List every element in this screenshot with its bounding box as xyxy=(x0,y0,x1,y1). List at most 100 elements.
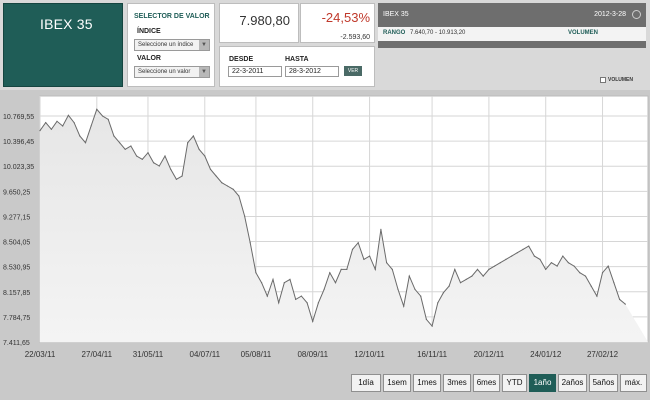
data-point xyxy=(425,318,427,320)
date-range-panel: DESDE HASTA 22-3-2011 28-3-2012 VER xyxy=(219,46,375,87)
y-tick-label: 8.530,95 xyxy=(3,265,30,272)
price-chart[interactable]: 10.769,55 10.396,45 10.023,35 9.650,25 9.277… xyxy=(0,90,650,400)
data-point xyxy=(90,125,92,127)
x-tick-label: 24/01/12 xyxy=(530,350,562,359)
y-tick-label: 10.023,35 xyxy=(3,164,34,171)
data-point xyxy=(192,135,194,137)
data-point xyxy=(391,268,393,270)
data-point xyxy=(170,168,172,170)
volumen-checkbox[interactable] xyxy=(600,77,606,83)
index-name: IBEX 35 xyxy=(40,16,93,32)
indice-select-value: Seleccione un índice xyxy=(138,42,194,48)
series-area xyxy=(40,109,648,342)
range-row: RANGO 7.640,70 - 10.913,20 VOLUMEN xyxy=(378,27,646,41)
data-point xyxy=(471,275,473,277)
valor-select[interactable]: Seleccione un valor ▼ xyxy=(134,66,210,78)
range-button[interactable]: 1año xyxy=(529,374,556,392)
price-chart-svg[interactable]: 10.769,55 10.396,45 10.023,35 9.650,25 9.277… xyxy=(0,90,650,400)
data-point xyxy=(113,135,115,137)
desde-input[interactable]: 22-3-2011 xyxy=(228,66,282,77)
data-point xyxy=(50,128,53,130)
data-point xyxy=(596,295,598,297)
x-tick-label: 04/07/11 xyxy=(190,350,221,359)
data-point xyxy=(272,278,274,280)
data-point xyxy=(306,302,308,304)
data-point xyxy=(84,142,87,144)
range-button[interactable]: 3mes xyxy=(443,374,471,392)
rango-value: 7.640,70 - 10.913,20 xyxy=(410,30,466,36)
change-percent: -24,53% xyxy=(321,10,370,25)
rango-label: RANGO xyxy=(383,30,406,36)
data-point xyxy=(374,268,376,270)
data-point xyxy=(420,295,422,297)
data-point xyxy=(249,242,251,244)
data-point xyxy=(283,282,285,284)
data-point xyxy=(45,122,47,124)
data-point xyxy=(454,268,456,270)
y-tick-label: 9.277,15 xyxy=(3,214,30,221)
data-point xyxy=(522,248,524,250)
range-button[interactable]: 5años xyxy=(589,374,618,392)
chevron-down-icon: ▼ xyxy=(199,40,209,50)
y-tick-label: 10.396,45 xyxy=(3,139,34,146)
data-point xyxy=(238,195,240,197)
data-point xyxy=(198,148,200,150)
range-button[interactable]: 2años xyxy=(558,374,587,392)
range-button[interactable]: 1mes xyxy=(413,374,441,392)
hasta-input[interactable]: 28-3-2012 xyxy=(285,66,339,77)
data-point xyxy=(334,282,337,284)
data-point xyxy=(386,262,388,264)
range-button[interactable]: 1día xyxy=(351,374,381,392)
x-tick-label: 05/08/11 xyxy=(241,350,272,359)
data-point xyxy=(346,268,348,270)
data-point xyxy=(437,302,439,304)
top-panel: IBEX 35 SELECTOR DE VALOR ÍNDICE Selecci… xyxy=(0,0,650,90)
data-point xyxy=(56,120,58,122)
data-point xyxy=(73,122,75,124)
data-point xyxy=(459,282,462,284)
data-point xyxy=(266,295,268,297)
data-point xyxy=(607,265,609,267)
data-point xyxy=(499,262,501,264)
x-tick-label: 31/05/11 xyxy=(133,350,164,359)
ver-button[interactable]: VER xyxy=(344,66,362,76)
indice-select[interactable]: Seleccione un índice ▼ xyxy=(134,39,210,51)
y-tick-label: 9.650,25 xyxy=(3,189,30,196)
data-point xyxy=(79,135,81,137)
data-point xyxy=(590,285,592,287)
data-point xyxy=(516,252,518,254)
x-tick-label: 12/10/11 xyxy=(354,350,385,359)
data-point xyxy=(96,108,98,110)
data-point xyxy=(124,148,126,150)
range-button[interactable]: máx. xyxy=(620,374,647,392)
data-point xyxy=(312,320,314,322)
data-point xyxy=(215,175,217,177)
y-tick-label: 8.157,85 xyxy=(3,290,30,297)
range-button[interactable]: YTD xyxy=(502,374,527,392)
data-point xyxy=(408,275,410,277)
data-point xyxy=(482,275,484,277)
x-tick-label: 27/02/12 xyxy=(587,350,619,359)
data-point xyxy=(624,303,626,305)
range-button[interactable]: 1sem xyxy=(383,374,411,392)
indice-label: ÍNDICE xyxy=(137,28,161,35)
data-point xyxy=(545,268,547,270)
quote-value-box: 7.980,80 xyxy=(219,3,299,43)
range-button[interactable]: 6mes xyxy=(473,374,500,392)
y-tick-label: 7.784,75 xyxy=(3,315,30,322)
data-point xyxy=(181,175,183,177)
data-point xyxy=(556,265,558,267)
data-point xyxy=(295,298,297,300)
data-point xyxy=(567,262,570,264)
data-point xyxy=(67,114,69,116)
valor-label: VALOR xyxy=(137,55,161,62)
data-point xyxy=(494,265,496,267)
data-point xyxy=(403,305,405,307)
data-point xyxy=(539,258,541,260)
data-point xyxy=(317,302,319,304)
change-absolute: -2.593,60 xyxy=(340,34,370,41)
hasta-label: HASTA xyxy=(285,56,309,63)
index-title-box: IBEX 35 xyxy=(3,3,123,87)
y-tick-label: 7.411,65 xyxy=(3,340,30,347)
info-title: IBEX 35 xyxy=(383,11,409,18)
